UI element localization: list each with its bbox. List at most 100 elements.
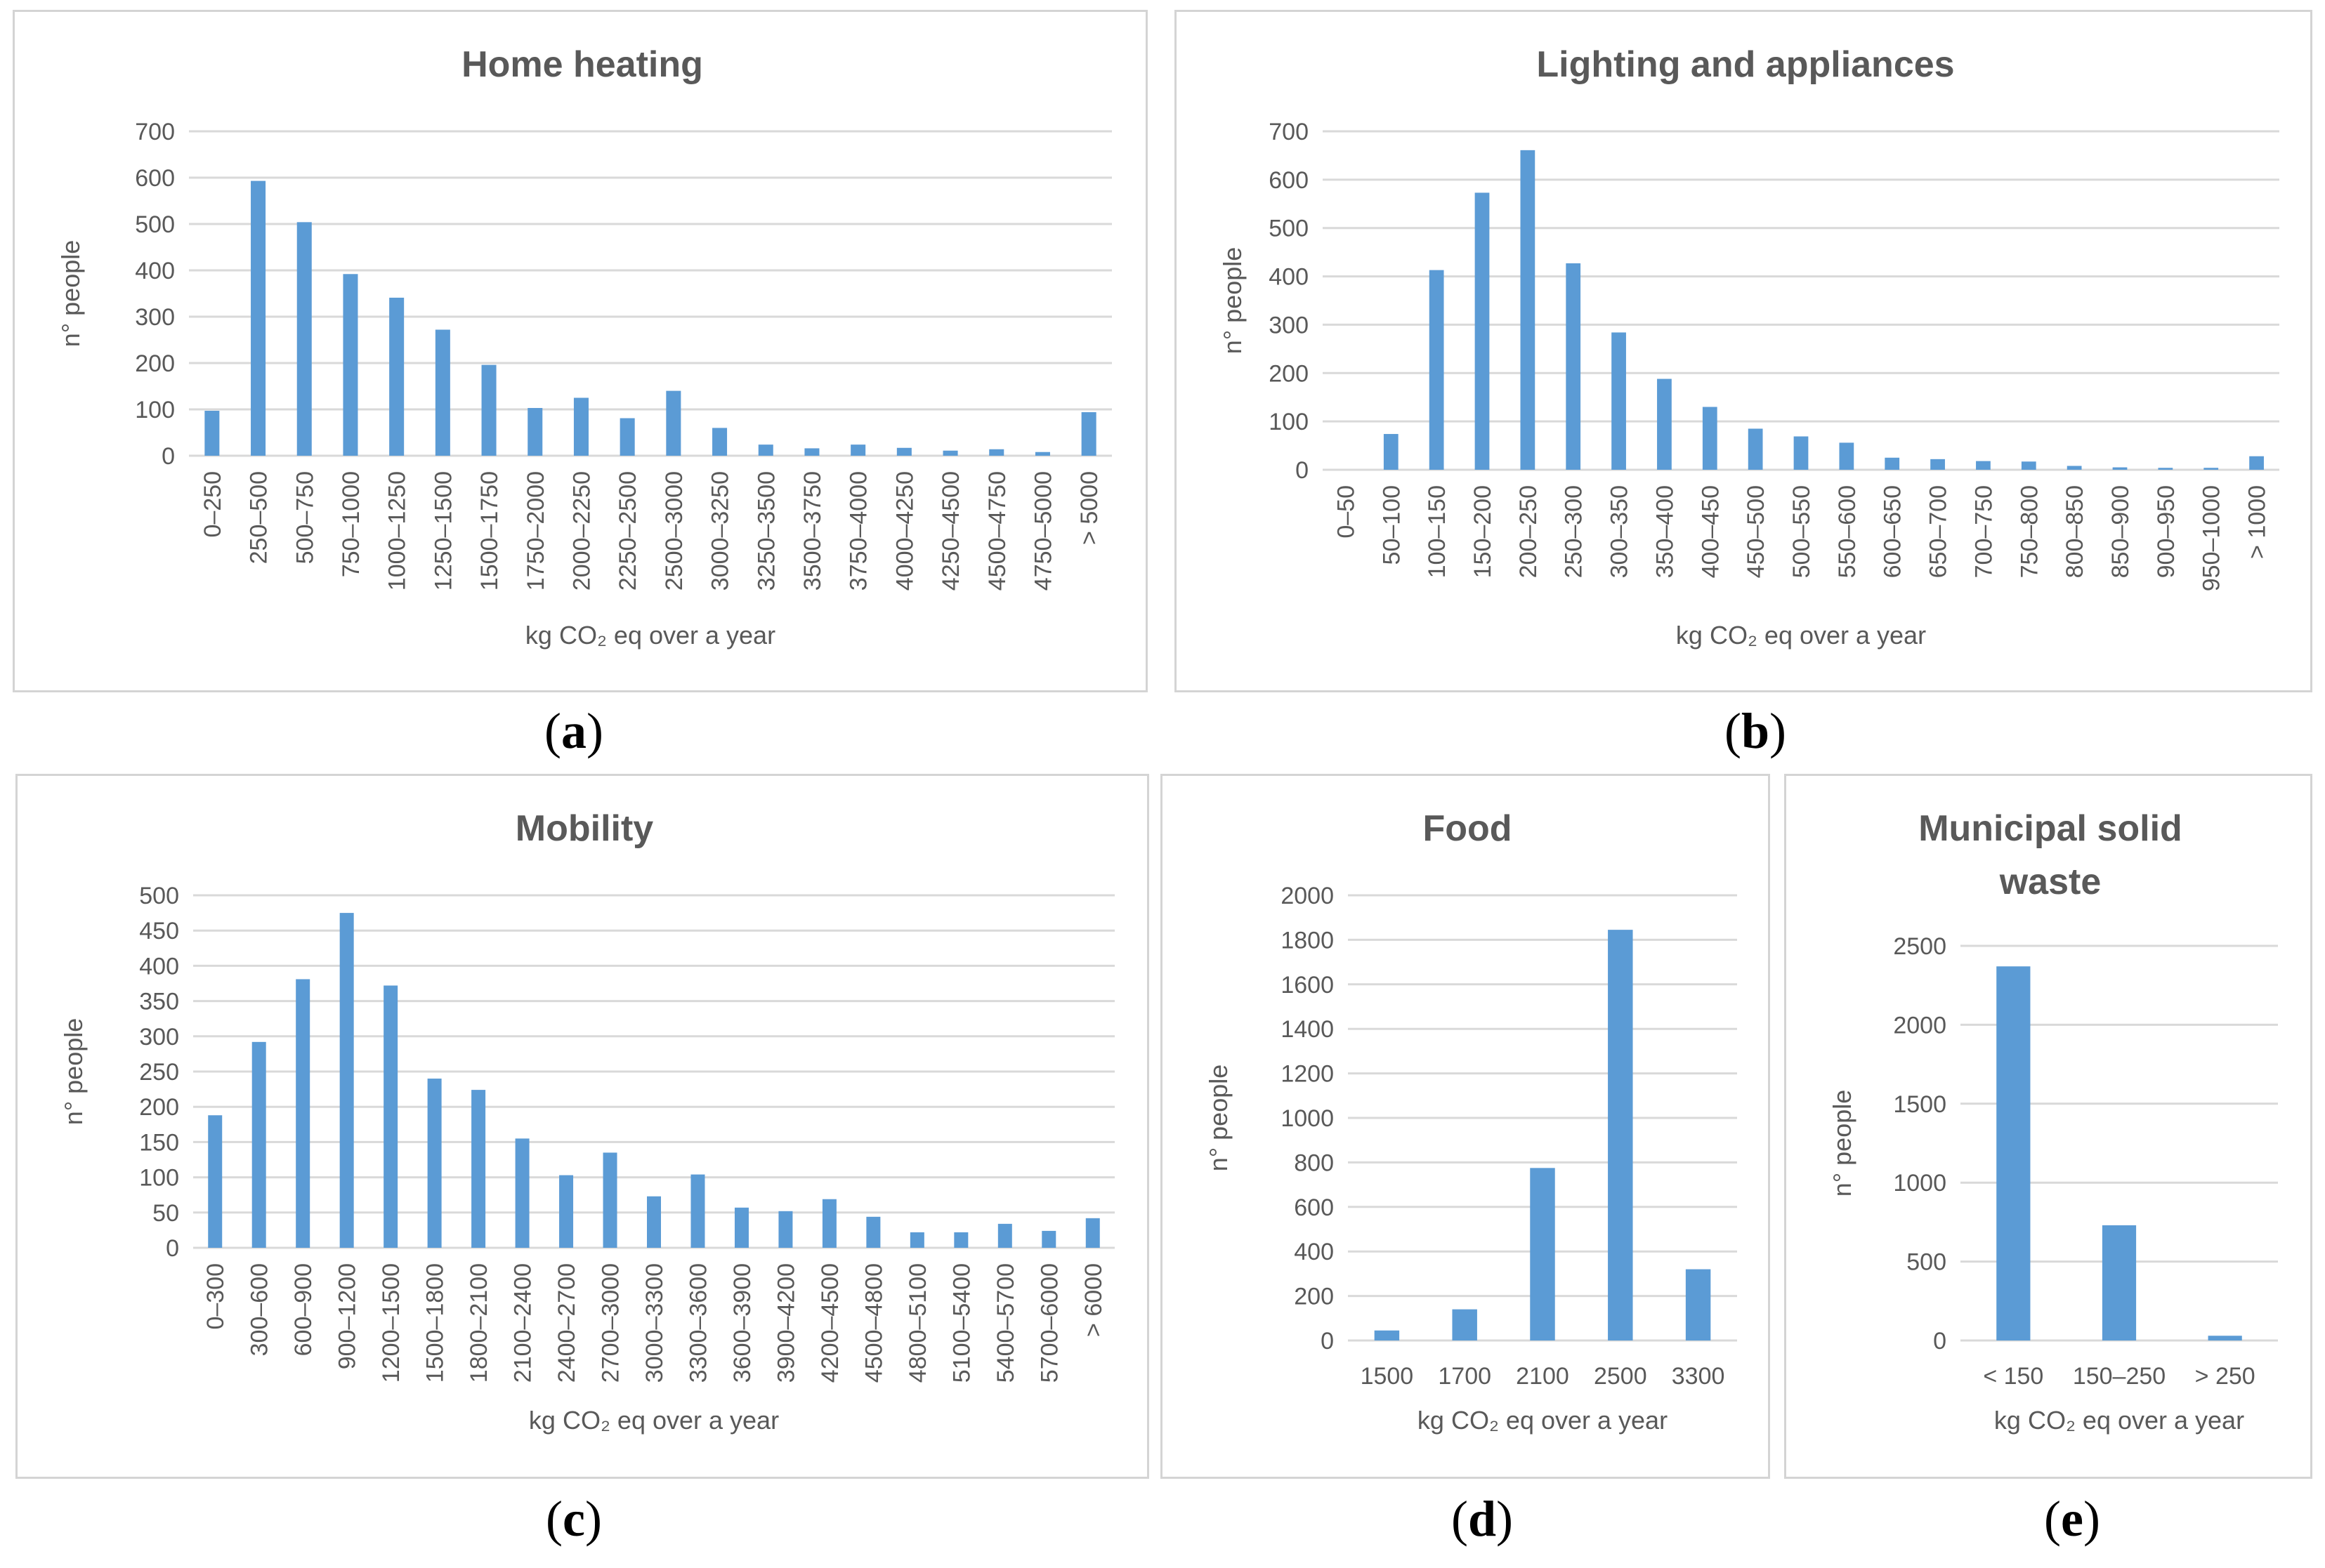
chart-panel-municipal-solid-waste: Municipal solid waste 0 500 1000 1500 2000 2500… (1784, 774, 2312, 1479)
y-tick-label: 400 (135, 258, 175, 284)
y-tick-label: 600 (1269, 167, 1309, 194)
x-tick-label: 2400–2700 (554, 1263, 580, 1383)
x-tick-label: 1800–2100 (466, 1263, 492, 1383)
x-tick-label: 2500 (1594, 1363, 1647, 1390)
y-tick-label: 150 (139, 1129, 179, 1156)
x-tick-label: 600–650 (1880, 485, 1906, 578)
y-tick-label: 350 (139, 989, 179, 1015)
y-tick-label: 100 (139, 1165, 179, 1192)
bar (778, 1211, 793, 1248)
x-tick-label: 1000–1250 (384, 471, 411, 591)
bar (2158, 468, 2173, 470)
y-axis-label: n° people (59, 1018, 88, 1126)
y-tick-label: 1500 (1893, 1091, 1946, 1118)
x-tick-label: 900–1200 (334, 1263, 361, 1369)
y-tick-label: 0 (166, 1235, 179, 1262)
bar (666, 390, 681, 456)
chart-food: Food 0 200 400 600 800 1000 1200 1400 1600 1800 200… (1204, 808, 1737, 1435)
x-tick-label: 250–500 (246, 471, 273, 564)
y-tick-label: 50 (152, 1200, 179, 1227)
y-tick-label: 300 (1269, 312, 1309, 338)
chart-title: Home heating (461, 44, 703, 85)
x-axis-label: kg CO₂ eq over a year (1676, 621, 1926, 650)
x-axis-label: kg CO₂ eq over a year (525, 621, 775, 650)
bar (997, 1223, 1012, 1248)
caption-e: (e) (2044, 1491, 2100, 1547)
x-tick-label: 150–200 (1469, 485, 1496, 578)
x-axis-label: kg CO₂ eq over a year (1417, 1406, 1668, 1435)
bar (1702, 407, 1717, 470)
x-tick-label: 1500–1750 (476, 471, 503, 591)
y-tick-label: 600 (1294, 1194, 1334, 1221)
bar (734, 1207, 749, 1248)
y-tick-label: 2000 (1893, 1012, 1946, 1039)
x-tick-label: 0–50 (1332, 485, 1359, 539)
bar (1996, 966, 2031, 1340)
bar (2249, 456, 2264, 470)
chart-title: Mobility (516, 808, 654, 849)
bar (471, 1090, 486, 1248)
bar (822, 1199, 837, 1248)
x-tick-label: 4200–4500 (817, 1263, 844, 1383)
bar (1530, 1168, 1555, 1340)
x-tick-label: 5700–6000 (1036, 1263, 1063, 1383)
bar (2112, 467, 2128, 470)
x-tick-label: 150–250 (2073, 1363, 2166, 1390)
y-tick-label: 400 (1294, 1239, 1334, 1265)
x-tick-label: 200–250 (1515, 485, 1542, 578)
y-tick-label: 1200 (1281, 1061, 1334, 1088)
x-tick-label: 4250–4500 (938, 471, 964, 591)
chart-panel-mobility: Mobility 0 50 100 150 200 250 300 350 400 450 500 0–… (15, 774, 1149, 1479)
y-tick-label: 600 (135, 165, 175, 192)
y-tick-label: 800 (1294, 1149, 1334, 1176)
bar (251, 180, 266, 456)
bar (866, 1216, 881, 1248)
bar (2203, 468, 2219, 470)
chart-mobility: Mobility 0 50 100 150 200 250 300 350 400 450 500 0–… (59, 808, 1115, 1435)
y-tick-label: 500 (1269, 216, 1309, 242)
y-axis-label: n° people (1204, 1065, 1233, 1172)
x-tick-label: 3300–3600 (685, 1263, 712, 1383)
bar (573, 397, 589, 456)
y-tick-label: 700 (1269, 119, 1309, 145)
bar (1839, 442, 1854, 470)
x-tick-label: 1500 (1361, 1363, 1414, 1390)
bar (1608, 930, 1633, 1340)
bar (296, 979, 310, 1248)
bar (896, 447, 912, 456)
bar (690, 1174, 705, 1248)
y-tick-label: 400 (139, 953, 179, 980)
bar (2021, 461, 2036, 470)
bar (851, 444, 866, 456)
x-tick-label: 3300 (1672, 1363, 1725, 1390)
bar (910, 1232, 924, 1248)
bar (481, 364, 497, 456)
x-tick-label: 900–950 (2153, 485, 2180, 578)
bar (343, 274, 358, 456)
x-tick-label: 4800–5100 (905, 1263, 931, 1383)
y-tick-label: 500 (1906, 1249, 1946, 1276)
bar (1793, 436, 1809, 470)
bar (427, 1079, 442, 1248)
bar (647, 1196, 661, 1248)
y-tick-label: 1600 (1281, 972, 1334, 999)
bar (1383, 434, 1399, 470)
chart-lighting-appliances: Lighting and appliances 0 100 200 300 400 500 6… (1218, 44, 2279, 650)
chart-title: Lighting and appliances (1536, 44, 1954, 85)
bar (1081, 411, 1096, 456)
x-tick-label: 0–250 (199, 471, 226, 538)
x-tick-label: 600–900 (290, 1263, 317, 1356)
bar (528, 408, 543, 456)
y-tick-label: 200 (1269, 360, 1309, 387)
bar (1520, 150, 1535, 470)
y-tick-label: 0 (1933, 1328, 1946, 1355)
bar (389, 297, 405, 456)
x-axis-label: kg CO₂ eq over a year (529, 1406, 779, 1435)
x-tick-label: 50–100 (1378, 485, 1405, 565)
x-tick-label: 4500–4800 (860, 1263, 887, 1383)
x-tick-label: > 5000 (1076, 471, 1103, 545)
x-tick-label: 450–500 (1743, 485, 1769, 578)
y-tick-label: 2000 (1281, 883, 1334, 909)
bar (1885, 457, 1900, 470)
bar (208, 1115, 223, 1248)
